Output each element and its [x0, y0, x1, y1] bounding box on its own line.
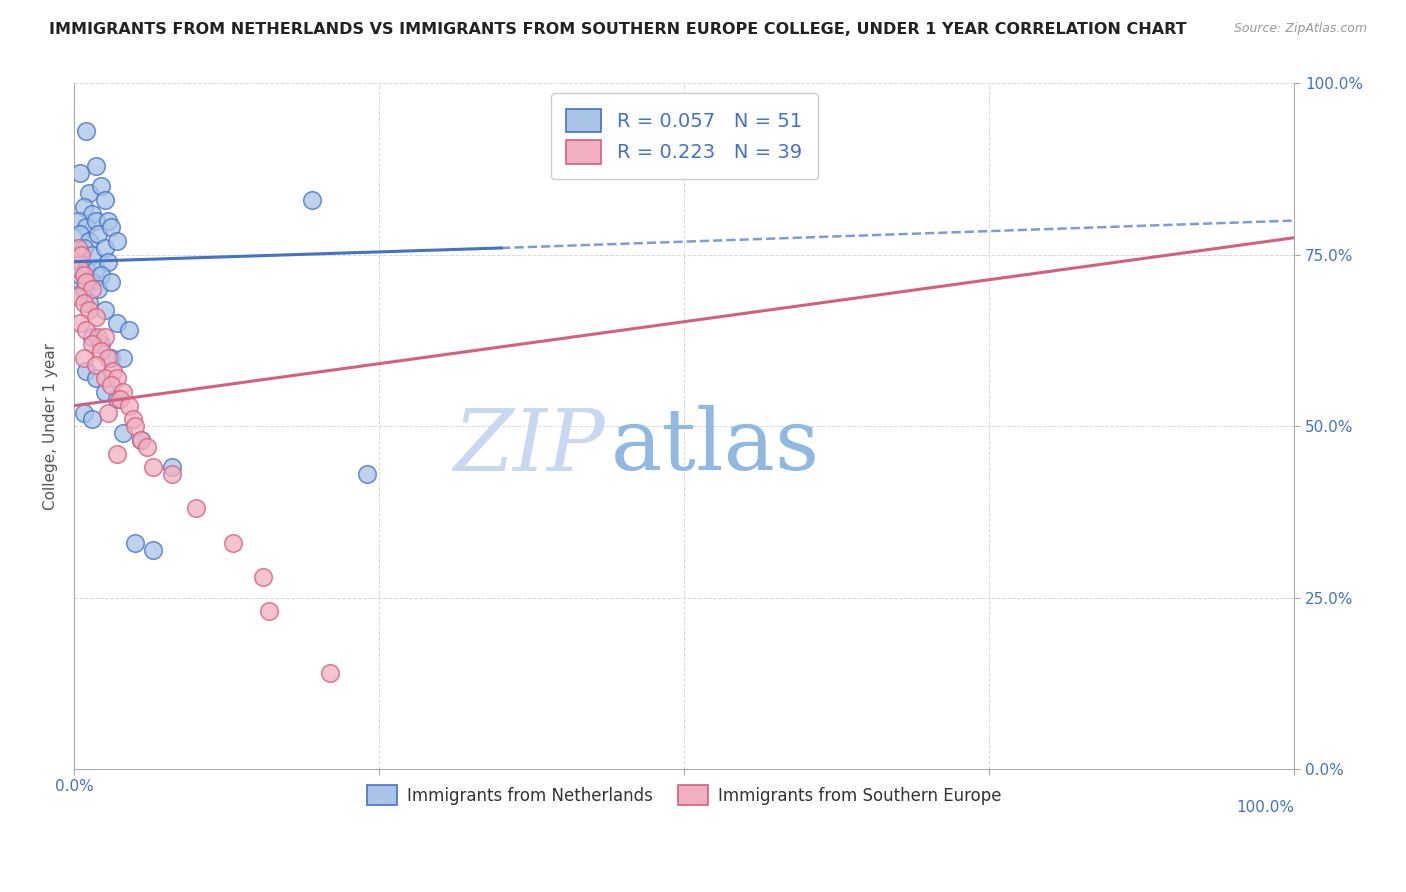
Point — [82, 330, 104, 344]
Point — [69, 165, 91, 179]
Point — [93, 241, 115, 255]
Point — [100, 351, 122, 365]
Point — [84, 371, 107, 385]
Point — [90, 179, 112, 194]
Legend: Immigrants from Netherlands, Immigrants from Southern Europe: Immigrants from Netherlands, Immigrants … — [360, 779, 1008, 812]
Point — [73, 405, 96, 419]
Point — [90, 337, 112, 351]
Text: 100.0%: 100.0% — [1236, 799, 1295, 814]
Text: atlas: atlas — [612, 405, 820, 489]
Point — [82, 275, 104, 289]
Point — [77, 186, 100, 201]
Point — [75, 124, 97, 138]
Point — [97, 213, 120, 227]
Point — [70, 248, 93, 262]
Point — [73, 241, 96, 255]
Point — [111, 384, 134, 399]
Point — [160, 467, 183, 482]
Point — [97, 351, 120, 365]
Point — [93, 384, 115, 399]
Point — [69, 227, 91, 242]
Point — [101, 364, 124, 378]
Point — [90, 343, 112, 358]
Point — [73, 282, 96, 296]
Point — [75, 261, 97, 276]
Point — [111, 426, 134, 441]
Point — [105, 317, 128, 331]
Point — [66, 241, 89, 255]
Point — [87, 282, 110, 296]
Point — [77, 234, 100, 248]
Point — [105, 392, 128, 406]
Point — [73, 268, 96, 283]
Point — [73, 200, 96, 214]
Point — [259, 604, 281, 618]
Point — [142, 460, 165, 475]
Point — [124, 535, 146, 549]
Point — [77, 295, 100, 310]
Point — [93, 193, 115, 207]
Point — [222, 535, 245, 549]
Point — [110, 392, 132, 406]
Point — [142, 542, 165, 557]
Point — [105, 371, 128, 385]
Point — [87, 227, 110, 242]
Point — [100, 220, 122, 235]
Point — [90, 268, 112, 283]
Point — [75, 275, 97, 289]
Point — [75, 364, 97, 378]
Point — [82, 337, 104, 351]
Point — [105, 234, 128, 248]
Point — [121, 412, 143, 426]
Point — [124, 419, 146, 434]
Point — [66, 254, 89, 268]
Point — [84, 159, 107, 173]
Point — [319, 666, 342, 681]
Point — [82, 282, 104, 296]
Point — [84, 358, 107, 372]
Point — [100, 378, 122, 392]
Point — [75, 220, 97, 235]
Point — [301, 193, 323, 207]
Point — [66, 213, 89, 227]
Point — [87, 330, 110, 344]
Point — [136, 440, 159, 454]
Point — [84, 261, 107, 276]
Point — [356, 467, 378, 482]
Point — [118, 323, 141, 337]
Point — [93, 371, 115, 385]
Point — [252, 570, 274, 584]
Point — [97, 405, 120, 419]
Point — [93, 302, 115, 317]
Point — [118, 399, 141, 413]
Point — [66, 289, 89, 303]
Point — [82, 412, 104, 426]
Point — [93, 330, 115, 344]
Point — [100, 275, 122, 289]
Point — [184, 501, 207, 516]
Point — [82, 207, 104, 221]
Point — [84, 310, 107, 324]
Point — [75, 323, 97, 337]
Point — [73, 351, 96, 365]
Text: Source: ZipAtlas.com: Source: ZipAtlas.com — [1233, 22, 1367, 36]
Point — [77, 302, 100, 317]
Point — [105, 447, 128, 461]
Point — [73, 295, 96, 310]
Point — [69, 317, 91, 331]
Point — [129, 433, 152, 447]
Text: ZIP: ZIP — [453, 406, 605, 488]
Point — [84, 213, 107, 227]
Point — [82, 248, 104, 262]
Point — [111, 351, 134, 365]
Point — [160, 460, 183, 475]
Point — [69, 261, 91, 276]
Y-axis label: College, Under 1 year: College, Under 1 year — [44, 343, 58, 510]
Point — [129, 433, 152, 447]
Text: IMMIGRANTS FROM NETHERLANDS VS IMMIGRANTS FROM SOUTHERN EUROPE COLLEGE, UNDER 1 : IMMIGRANTS FROM NETHERLANDS VS IMMIGRANT… — [49, 22, 1187, 37]
Point — [69, 268, 91, 283]
Point — [97, 254, 120, 268]
